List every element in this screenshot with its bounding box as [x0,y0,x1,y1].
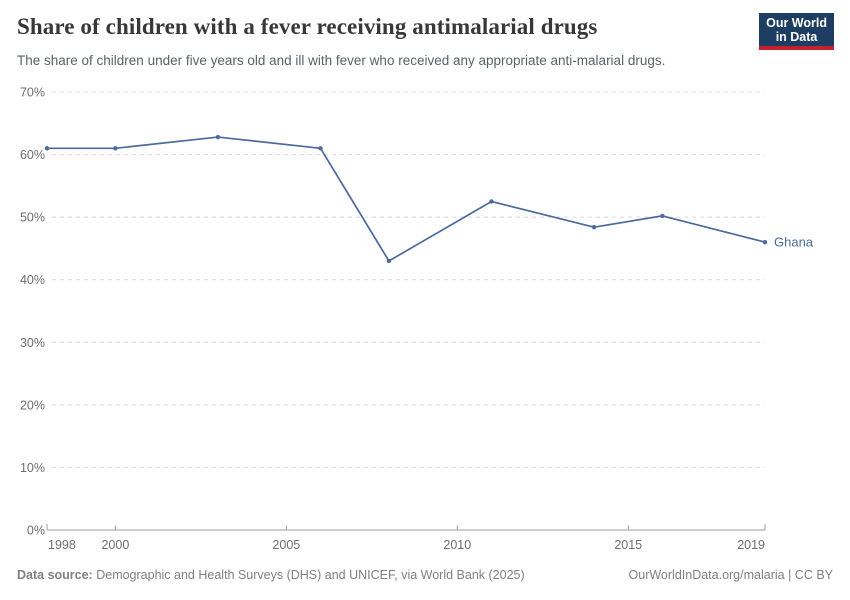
y-tick-label-10: 10% [20,461,45,475]
x-tick-label-2005: 2005 [272,538,300,552]
y-tick-label-40: 40% [20,273,45,287]
y-tick-label-20: 20% [20,398,45,412]
data-point-ghana-2000[interactable] [113,146,118,151]
x-tick-label-2000: 2000 [101,538,129,552]
data-point-ghana-2014[interactable] [591,224,597,230]
x-tick-label-2010: 2010 [443,538,471,552]
data-point-ghana-2019[interactable] [762,239,768,245]
owid-logo-line2: in Data [775,30,818,44]
data-point-ghana-2008[interactable] [386,258,392,264]
credit-link: OurWorldInData.org/malaria | CC BY [628,568,833,582]
owid-logo: Our World in Data [759,13,834,50]
page-title: Share of children with a fever receiving… [17,14,598,39]
y-tick-label-0: 0% [27,524,45,538]
data-point-ghana-2011[interactable] [489,199,494,204]
y-tick-label-30: 30% [20,336,45,350]
data-point-ghana-2006[interactable] [318,146,323,151]
chart-subtitle: The share of children under five years o… [17,53,666,68]
x-tick-label-2019: 2019 [737,538,765,552]
y-tick-label-60: 60% [20,148,45,162]
data-source-label: Data source: [17,568,93,582]
data-point-ghana-1998[interactable] [44,146,50,151]
data-source: Data source: Demographic and Health Surv… [17,568,525,582]
entity-label-ghana: Ghana [774,235,814,250]
chart-footer: Data source: Demographic and Health Surv… [17,568,833,582]
data-source-value: Demographic and Health Surveys (DHS) and… [96,568,525,582]
series-line-ghana[interactable] [47,136,766,262]
y-tick-label-50: 50% [20,211,45,225]
data-point-ghana-2003[interactable] [215,134,221,140]
data-point-ghana-2016[interactable] [660,213,665,219]
x-tick-label-1998: 1998 [48,538,76,552]
x-tick-label-2015: 2015 [614,538,642,552]
owid-logo-line1: Our World [766,16,827,30]
y-tick-label-70: 70% [20,86,45,100]
